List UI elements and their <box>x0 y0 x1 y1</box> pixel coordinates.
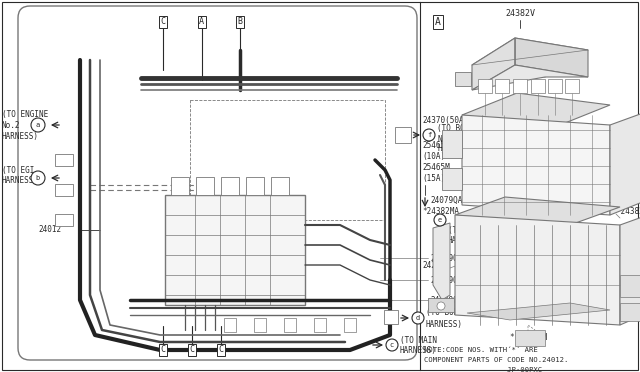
Bar <box>254 318 266 332</box>
Text: 24079QA: 24079QA <box>430 196 462 205</box>
Bar <box>190 100 385 220</box>
Text: (TO ENGINE: (TO ENGINE <box>2 110 48 119</box>
Bar <box>513 79 527 93</box>
Text: No.2: No.2 <box>2 122 20 131</box>
Polygon shape <box>515 38 588 77</box>
Polygon shape <box>620 207 640 325</box>
Polygon shape <box>462 115 610 215</box>
Text: 24217A: 24217A <box>422 260 450 269</box>
Bar <box>246 177 264 195</box>
Text: 24079QB: 24079QB <box>430 295 462 305</box>
Polygon shape <box>428 298 454 312</box>
Bar <box>442 168 462 190</box>
Text: d: d <box>416 315 420 321</box>
Bar <box>515 330 545 346</box>
Bar <box>55 154 73 166</box>
Text: b: b <box>36 175 40 181</box>
Bar <box>314 318 326 332</box>
Text: C: C <box>161 346 166 355</box>
Text: A: A <box>435 17 441 27</box>
Text: C: C <box>189 346 195 355</box>
Bar <box>442 130 462 158</box>
Text: HARNESS): HARNESS) <box>2 176 39 186</box>
Bar <box>531 79 545 93</box>
Bar <box>395 127 411 143</box>
Polygon shape <box>433 223 450 300</box>
Text: (TO BODY: (TO BODY <box>426 308 463 317</box>
Text: 24079QC: 24079QC <box>430 276 462 285</box>
Bar <box>478 79 492 93</box>
Text: (TO MAIN: (TO MAIN <box>448 225 485 234</box>
Polygon shape <box>472 65 588 90</box>
Bar <box>455 72 471 86</box>
Text: (15A): (15A) <box>422 174 445 183</box>
Text: 24012: 24012 <box>38 225 61 234</box>
Circle shape <box>386 339 398 351</box>
Text: NOTE:CODE NOS. WITH´*´ ARE: NOTE:CODE NOS. WITH´*´ ARE <box>424 347 538 353</box>
Circle shape <box>31 171 45 185</box>
Text: HARNESS): HARNESS) <box>400 346 437 356</box>
Text: 24079Q: 24079Q <box>430 253 458 263</box>
Text: B: B <box>237 17 243 26</box>
Bar <box>171 177 189 195</box>
Text: C: C <box>218 346 223 355</box>
Polygon shape <box>610 105 640 215</box>
Text: HARNESS): HARNESS) <box>426 320 463 328</box>
Bar <box>196 177 214 195</box>
Circle shape <box>437 302 445 310</box>
Bar <box>55 214 73 226</box>
Text: (TO EGI: (TO EGI <box>2 166 35 174</box>
Circle shape <box>31 118 45 132</box>
Bar <box>224 318 236 332</box>
Bar <box>565 79 579 93</box>
Polygon shape <box>472 38 515 90</box>
Bar <box>271 177 289 195</box>
Text: HARNESS): HARNESS) <box>437 144 474 154</box>
Circle shape <box>412 312 424 324</box>
Polygon shape <box>455 197 620 225</box>
Text: COMPONENT PARTS OF CODE NO.24012.: COMPONENT PARTS OF CODE NO.24012. <box>424 357 568 363</box>
Bar <box>620 275 640 297</box>
Text: No.2: No.2 <box>437 135 456 144</box>
Bar <box>165 195 305 305</box>
Polygon shape <box>455 215 620 325</box>
Text: 24382V: 24382V <box>505 10 535 19</box>
Text: C: C <box>161 17 166 26</box>
Polygon shape <box>467 303 610 320</box>
Text: 24370(50A): 24370(50A) <box>422 115 468 125</box>
Text: HARNESS): HARNESS) <box>448 237 485 246</box>
Circle shape <box>434 214 446 226</box>
Bar <box>495 79 509 93</box>
Text: HARNESS): HARNESS) <box>2 132 39 141</box>
Polygon shape <box>462 93 610 127</box>
Text: *24382MB: *24382MB <box>616 208 640 217</box>
Text: (TO MAIN: (TO MAIN <box>400 336 437 344</box>
Text: e: e <box>438 217 442 223</box>
Bar <box>384 310 398 324</box>
Text: (TO BODY: (TO BODY <box>437 125 474 134</box>
Bar <box>284 318 296 332</box>
Text: 25465M: 25465M <box>422 141 450 150</box>
Bar <box>344 318 356 332</box>
Polygon shape <box>472 38 588 77</box>
Bar <box>548 79 562 93</box>
Text: A: A <box>199 17 204 26</box>
Bar <box>620 303 640 321</box>
Bar <box>55 184 73 196</box>
Bar <box>221 177 239 195</box>
Text: JP·00PXC: JP·00PXC <box>424 367 542 372</box>
Text: * 24382M: * 24382M <box>510 333 547 341</box>
Text: (10A): (10A) <box>422 151 445 160</box>
FancyBboxPatch shape <box>18 6 417 360</box>
Text: 25465M: 25465M <box>422 164 450 173</box>
Text: c: c <box>390 342 394 348</box>
Text: 24383P: 24383P <box>620 160 640 170</box>
Text: f: f <box>427 132 431 138</box>
Text: a: a <box>36 122 40 128</box>
Circle shape <box>423 129 435 141</box>
Text: *24382MA: *24382MA <box>422 208 459 217</box>
